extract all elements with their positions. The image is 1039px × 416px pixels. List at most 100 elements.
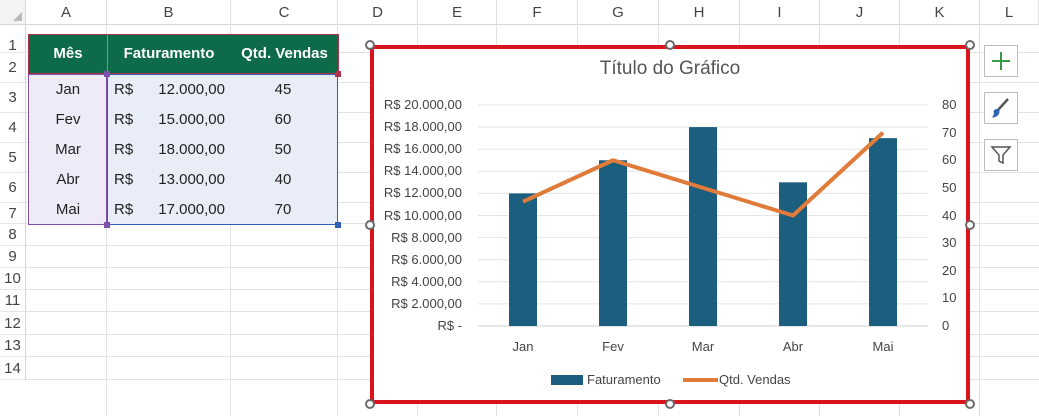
y-tick-left: R$ 2.000,00 <box>391 295 462 311</box>
currency-cell[interactable]: R$ <box>114 111 134 128</box>
y-tick-right: 0 <box>942 318 950 333</box>
x-tick: Mai <box>872 339 894 354</box>
row-header-5[interactable]: 5 <box>0 143 26 173</box>
range-handle[interactable] <box>104 71 110 77</box>
currency-cell[interactable]: R$ <box>114 141 134 158</box>
select-all-corner[interactable] <box>0 0 26 25</box>
currency-cell[interactable]: R$ <box>114 171 134 188</box>
y-tick-left: R$ 10.000,00 <box>383 207 462 223</box>
month-cell[interactable]: Abr <box>29 165 107 195</box>
range-outline-months <box>28 74 107 225</box>
chart-styles-button[interactable] <box>984 92 1018 124</box>
revenue-cell[interactable]: 17.000,00 <box>158 201 225 218</box>
revenue-cell[interactable]: 15.000,00 <box>158 111 225 128</box>
y-tick-right: 50 <box>942 179 957 195</box>
column-header-h[interactable]: H <box>659 0 740 25</box>
currency-cell[interactable]: R$ <box>114 81 134 98</box>
resize-handle-bottom-right[interactable] <box>965 399 975 409</box>
x-tick: Abr <box>782 339 804 354</box>
range-handle[interactable] <box>335 71 341 77</box>
resize-handle-left[interactable] <box>365 220 375 230</box>
y-tick-left: R$ 18.000,00 <box>383 119 462 135</box>
qty-cell[interactable]: 45 <box>274 81 292 98</box>
resize-handle-top[interactable] <box>665 40 675 50</box>
range-handle[interactable] <box>335 222 341 228</box>
y-tick-left: R$ 4.000,00 <box>391 273 462 289</box>
row-header-12[interactable]: 12 <box>0 312 26 335</box>
legend-label-faturamento: Faturamento <box>587 372 661 387</box>
column-header-j[interactable]: J <box>820 0 900 25</box>
y-tick-left: R$ 6.000,00 <box>391 251 462 267</box>
row-header-10[interactable]: 10 <box>0 268 26 290</box>
y-tick-right: 40 <box>942 207 957 223</box>
y-tick-right: 80 <box>942 97 957 112</box>
header-cell-mes[interactable]: Mês <box>29 35 107 73</box>
row-header-1[interactable]: 1 <box>0 25 26 54</box>
resize-handle-bottom[interactable] <box>665 399 675 409</box>
range-handle[interactable] <box>104 222 110 228</box>
column-header-f[interactable]: F <box>497 0 578 25</box>
month-cell[interactable]: Fev <box>29 105 107 135</box>
range-outline-headers <box>28 34 339 74</box>
month-cell[interactable]: Mai <box>29 195 107 225</box>
x-tick: Mar <box>691 339 715 354</box>
qty-cell[interactable]: 40 <box>274 171 292 188</box>
plus-icon <box>992 52 1010 70</box>
chart-title[interactable]: Título do Gráfico <box>599 58 741 79</box>
row-header-11[interactable]: 11 <box>0 290 26 312</box>
bar-jan[interactable] <box>509 193 537 326</box>
legend-label-qtd-vendas: Qtd. Vendas <box>719 372 791 387</box>
y-tick-left: R$ 16.000,00 <box>383 141 462 157</box>
y-tick-left: R$ 20.000,00 <box>383 97 462 112</box>
chart-filters-button[interactable] <box>984 139 1018 171</box>
brush-icon <box>991 98 1009 118</box>
row-header-2[interactable]: 2 <box>0 53 26 83</box>
resize-handle-top-left[interactable] <box>365 40 375 50</box>
month-cell[interactable]: Jan <box>29 75 107 105</box>
range-outline-values <box>107 74 338 225</box>
resize-handle-top-right[interactable] <box>965 40 975 50</box>
x-tick: Fev <box>602 339 624 354</box>
y-tick-left: R$ 14.000,00 <box>383 163 462 179</box>
bar-fev[interactable] <box>599 160 627 326</box>
column-header-e[interactable]: E <box>418 0 497 25</box>
y-tick-right: 10 <box>942 290 957 306</box>
revenue-cell[interactable]: 13.000,00 <box>158 171 225 188</box>
column-header-b[interactable]: B <box>107 0 231 25</box>
y-tick-left: R$ - <box>437 318 462 333</box>
row-header-7[interactable]: 7 <box>0 203 26 224</box>
bar-mar[interactable] <box>689 127 717 326</box>
row-header-8[interactable]: 8 <box>0 224 26 246</box>
month-cell[interactable]: Mar <box>29 135 107 165</box>
column-header-l[interactable]: L <box>980 0 1039 25</box>
y-tick-right: 70 <box>942 124 957 140</box>
filter-icon <box>990 146 1012 165</box>
column-header-a[interactable]: A <box>26 0 107 25</box>
chart-elements-button[interactable] <box>984 45 1018 77</box>
resize-handle-bottom-left[interactable] <box>365 399 375 409</box>
y-tick-right: 20 <box>942 262 957 278</box>
qty-cell[interactable]: 70 <box>274 201 292 218</box>
row-header-9[interactable]: 9 <box>0 246 26 268</box>
y-tick-left: R$ 8.000,00 <box>391 229 462 245</box>
column-header-d[interactable]: D <box>338 0 418 25</box>
currency-cell[interactable]: R$ <box>114 201 134 218</box>
qty-cell[interactable]: 50 <box>274 141 292 158</box>
revenue-cell[interactable]: 12.000,00 <box>158 81 225 98</box>
row-header-4[interactable]: 4 <box>0 113 26 143</box>
column-header-i[interactable]: I <box>740 0 820 25</box>
qty-cell[interactable]: 60 <box>274 111 292 128</box>
bar-mai[interactable] <box>869 138 897 326</box>
resize-handle-right[interactable] <box>965 220 975 230</box>
header-label-faturamento: Faturamento <box>123 45 215 62</box>
column-header-c[interactable]: C <box>231 0 338 25</box>
row-header-13[interactable]: 13 <box>0 335 26 357</box>
column-header-k[interactable]: K <box>900 0 980 25</box>
header-cell-faturamento[interactable] <box>107 35 338 73</box>
row-header-3[interactable]: 3 <box>0 83 26 113</box>
row-header-14[interactable]: 14 <box>0 357 26 380</box>
column-header-g[interactable]: G <box>578 0 659 25</box>
revenue-cell[interactable]: 18.000,00 <box>158 141 225 158</box>
row-header-6[interactable]: 6 <box>0 173 26 203</box>
